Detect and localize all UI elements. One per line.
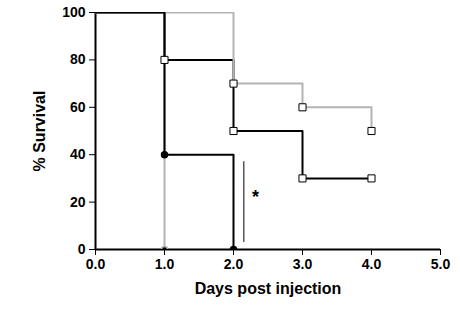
svg-text:60: 60 — [70, 99, 86, 115]
svg-text:1.0: 1.0 — [155, 256, 175, 272]
svg-text:2.0: 2.0 — [224, 256, 244, 272]
svg-text:0: 0 — [78, 241, 86, 257]
svg-text:0.0: 0.0 — [86, 256, 106, 272]
svg-text:100: 100 — [62, 4, 86, 20]
svg-text:40: 40 — [70, 146, 86, 162]
svg-text:% Survival: % Survival — [31, 91, 48, 172]
svg-text:20: 20 — [70, 194, 86, 210]
svg-text:5.0: 5.0 — [431, 256, 451, 272]
svg-text:Days post injection: Days post injection — [195, 280, 342, 297]
svg-text:*: * — [252, 187, 259, 207]
svg-text:3.0: 3.0 — [293, 256, 313, 272]
svg-text:4.0: 4.0 — [362, 256, 382, 272]
svg-text:80: 80 — [70, 51, 86, 67]
